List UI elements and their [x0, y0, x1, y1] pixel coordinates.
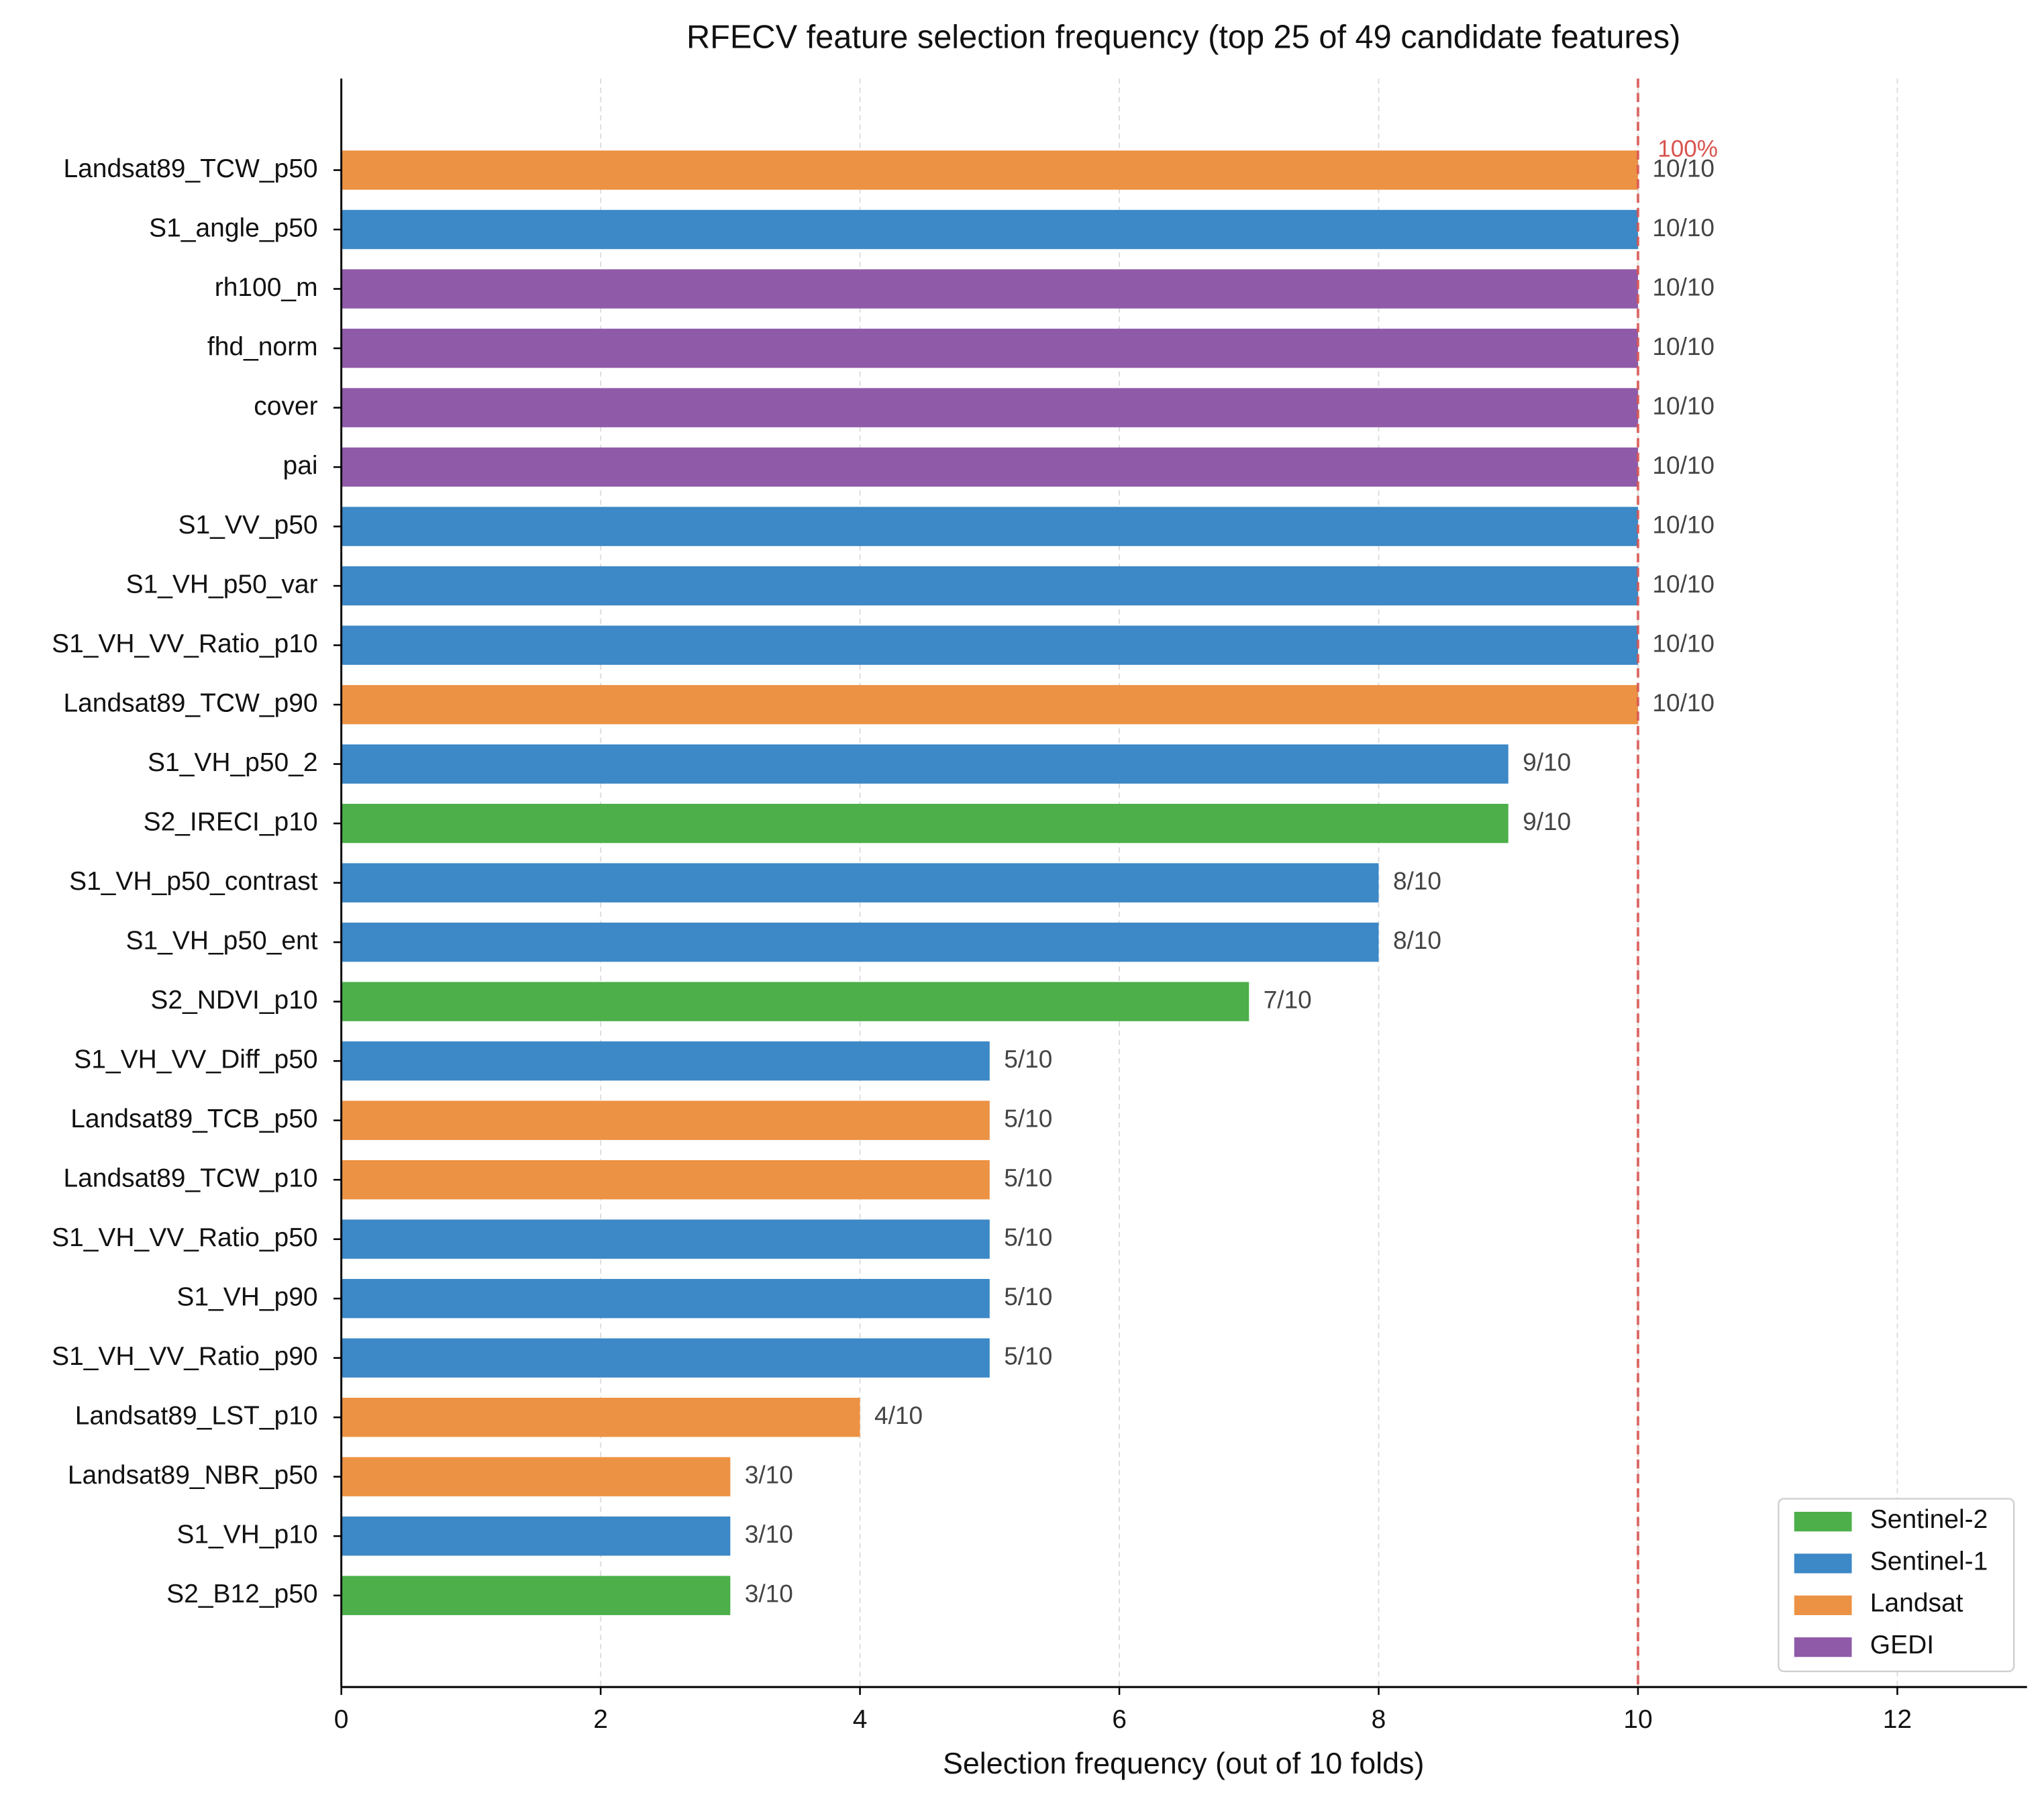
legend-box: [1778, 1498, 2015, 1672]
legend-swatch: [1794, 1637, 1852, 1657]
bar: [341, 1219, 990, 1259]
x-tick-label: 8: [1372, 1705, 1386, 1734]
data-label: 5/10: [1004, 1164, 1052, 1192]
data-label: 10/10: [1652, 510, 1715, 538]
legend-label: GEDI: [1870, 1631, 1934, 1659]
data-label: 10/10: [1652, 688, 1715, 717]
y-tick-label: S1_VH_p90: [176, 1282, 317, 1311]
bar: [341, 1457, 731, 1496]
data-label: 10/10: [1652, 332, 1715, 360]
x-tick-label: 12: [1883, 1705, 1912, 1734]
bar: [341, 1576, 731, 1615]
y-tick-label: S1_VH_p50_ent: [126, 926, 318, 955]
y-tick-label: S2_NDVI_p10: [150, 986, 317, 1015]
y-tick-label: S1_VH_VV_Ratio_p90: [52, 1342, 317, 1371]
y-tick-label: Landsat89_NBR_p50: [68, 1461, 318, 1490]
data-label: 3/10: [745, 1460, 793, 1488]
data-label: 8/10: [1393, 926, 1441, 954]
y-tick-label: pai: [283, 451, 318, 480]
y-tick-label: S2_IRECI_p10: [144, 807, 318, 836]
bar: [341, 1100, 990, 1140]
data-label: 3/10: [745, 1520, 793, 1548]
y-tick-label: rh100_m: [215, 273, 318, 302]
chart-title: RFECV feature selection frequency (top 2…: [686, 19, 1680, 56]
data-label: 10/10: [1652, 629, 1715, 657]
y-tick-label: Landsat89_TCW_p90: [63, 688, 317, 717]
data-label: 10/10: [1652, 213, 1715, 242]
legend-label: Sentinel-2: [1870, 1505, 1988, 1534]
bar: [341, 922, 1379, 962]
data-label: 8/10: [1393, 866, 1441, 894]
bar: [341, 863, 1379, 903]
y-tick-label: S1_VH_p50_contrast: [69, 867, 318, 896]
bar: [341, 1517, 731, 1556]
legend-label: Landsat: [1870, 1589, 1963, 1618]
data-label: 5/10: [1004, 1045, 1052, 1073]
bar: [341, 1278, 990, 1319]
y-tick-label: S2_B12_p50: [166, 1580, 317, 1608]
data-label: 10/10: [1652, 154, 1715, 182]
bar: [341, 447, 1638, 487]
data-label: 9/10: [1523, 748, 1571, 776]
y-tick-label: S1_VV_p50: [178, 511, 318, 540]
bar: [341, 744, 1509, 784]
bar: [341, 1338, 990, 1378]
y-tick-label: Landsat89_TCW_p50: [63, 154, 317, 183]
y-tick-label: cover: [254, 392, 317, 421]
reference-label: 100%: [1657, 136, 1718, 162]
bar: [341, 566, 1638, 606]
data-label: 5/10: [1004, 1104, 1052, 1132]
bar: [341, 209, 1638, 250]
bar: [341, 328, 1638, 368]
data-label: 10/10: [1652, 391, 1715, 419]
bar: [341, 388, 1638, 427]
x-axis-label: Selection frequency (out of 10 folds): [943, 1747, 1424, 1780]
data-label: 3/10: [745, 1580, 793, 1608]
y-tick-label: S1_VH_p50_var: [126, 570, 318, 599]
bar: [341, 269, 1638, 309]
y-tick-label: S1_angle_p50: [149, 213, 317, 242]
y-tick-label: S1_VH_VV_Ratio_p50: [52, 1223, 317, 1252]
data-label: 7/10: [1264, 985, 1312, 1013]
y-tick-label: S1_VH_VV_Ratio_p10: [52, 629, 317, 658]
data-label: 10/10: [1652, 451, 1715, 479]
data-label: 10/10: [1652, 272, 1715, 301]
x-tick-label: 10: [1623, 1705, 1652, 1734]
bar: [341, 1041, 990, 1081]
legend-swatch: [1794, 1595, 1852, 1615]
y-tick-label: S1_VH_VV_Diff_p50: [74, 1045, 317, 1074]
y-tick-label: Landsat89_LST_p10: [75, 1401, 318, 1430]
bar: [341, 1160, 990, 1200]
y-tick-label: S1_VH_p10: [176, 1521, 317, 1549]
x-tick-label: 6: [1112, 1705, 1127, 1734]
legend-label: Sentinel-1: [1870, 1547, 1988, 1576]
data-label: 5/10: [1004, 1341, 1052, 1370]
bar: [341, 684, 1638, 725]
bar: [341, 625, 1638, 665]
legend-swatch: [1794, 1553, 1852, 1574]
y-tick-label: S1_VH_p50_2: [148, 748, 318, 777]
x-tick-label: 2: [593, 1705, 608, 1734]
y-tick-label: Landsat89_TCB_p50: [70, 1105, 317, 1133]
data-label: 5/10: [1004, 1223, 1052, 1251]
bar: [341, 1397, 860, 1437]
x-tick-label: 4: [853, 1705, 868, 1734]
bar: [341, 982, 1249, 1021]
y-tick-label: Landsat89_TCW_p10: [63, 1164, 317, 1192]
data-label: 9/10: [1523, 807, 1571, 835]
data-label: 4/10: [874, 1401, 923, 1429]
legend-swatch: [1794, 1511, 1852, 1532]
data-label: 5/10: [1004, 1282, 1052, 1311]
data-label: 10/10: [1652, 570, 1715, 598]
bar: [341, 507, 1638, 546]
bar: [341, 150, 1638, 190]
x-tick-label: 0: [334, 1705, 349, 1734]
bar: [341, 803, 1509, 843]
y-tick-label: fhd_norm: [207, 332, 318, 361]
